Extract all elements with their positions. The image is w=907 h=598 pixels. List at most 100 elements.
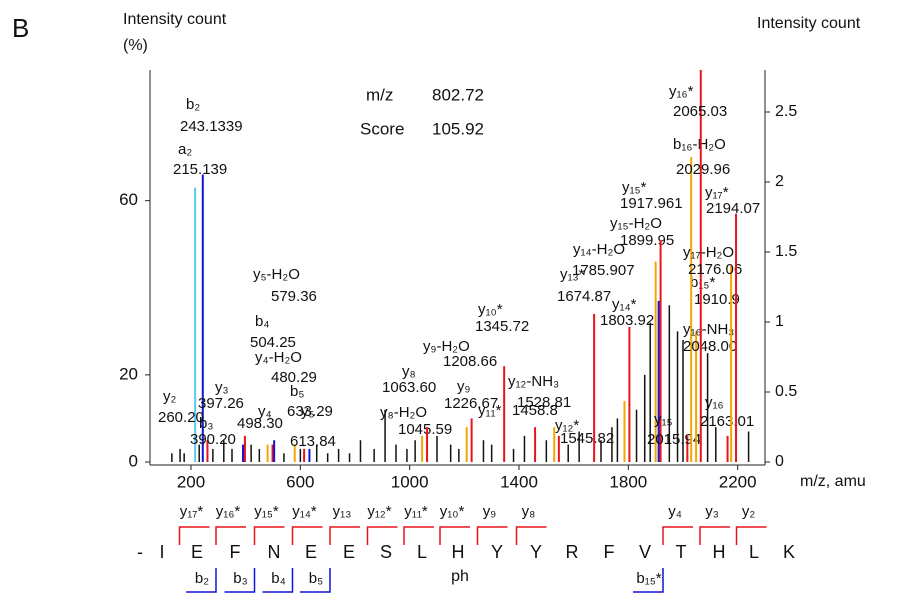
b-fragment: b₁₅* [636, 570, 661, 587]
y-fragment: y₄ [668, 503, 682, 520]
b-fragment: b₂ [195, 570, 209, 587]
peak-ion-label: a₂ [178, 141, 192, 158]
peak-ion-label: y₁₆-NH₃ [683, 321, 734, 338]
peak-ion-label: y₁₄-H₂O [573, 241, 625, 258]
y-fragment: y₁₆* [216, 503, 241, 520]
y-tick-label: 0 [129, 451, 138, 470]
y-bracket [329, 526, 360, 545]
peak-mz-label: 613.84 [290, 433, 336, 450]
peak-mz-label: 397.26 [198, 395, 244, 412]
peak-ion-label: y₁₅-H₂O [610, 215, 662, 232]
residue: E [305, 542, 317, 562]
peak-mz-label: 1899.95 [620, 232, 674, 249]
peak-ion-label: y₉ [457, 378, 471, 395]
x-tick-label: 600 [286, 472, 314, 491]
peak-ion-label: y₁₅ [654, 411, 673, 428]
residue: R [566, 542, 579, 562]
residue: Y [491, 542, 503, 562]
y-bracket [439, 526, 470, 545]
y2-tick-label: 1.5 [775, 243, 797, 260]
y2-tick-label: 0.5 [775, 383, 797, 400]
residue: N [268, 542, 281, 562]
peak-mz-label: 579.36 [271, 288, 317, 305]
y2-tick-label: 2.5 [775, 103, 797, 120]
y-bracket [366, 526, 398, 545]
peak-mz-label: 2015.94 [647, 431, 701, 448]
peak-ion-label: y₁₇-H₂O [683, 244, 734, 261]
peak-mz-label: 1063.60 [382, 379, 436, 396]
y-bracket [403, 526, 434, 545]
peak-mz-label: 215.139 [173, 161, 227, 178]
peak-mz-label: 1917.961 [620, 195, 683, 212]
b-bracket [262, 568, 294, 593]
x-tick-label: 200 [177, 472, 205, 491]
score-label: Score [360, 119, 404, 138]
peak-ion-label: b₂ [186, 96, 200, 113]
peak-ion-label: y₂ [163, 388, 177, 405]
peak-mz-label: 2163.01 [700, 413, 754, 430]
y-bracket [253, 526, 285, 545]
y-bracket [476, 526, 508, 545]
peak-ion-label: y₁₆ [705, 394, 724, 411]
residue: K [783, 542, 795, 562]
y2-tick-label: 1 [775, 313, 784, 330]
peak-ion-label: y₁₂-NH₃ [508, 373, 559, 390]
modification: ph [451, 568, 469, 585]
y-fragment: y₈ [522, 503, 536, 520]
y-fragment: y₁₃ [333, 503, 352, 520]
peak-mz-label: 1345.72 [475, 318, 529, 335]
peak-ion-label: y₈ [402, 363, 416, 380]
peak-mz-label: 260.20 [158, 409, 204, 426]
residue: T [676, 542, 687, 562]
peak-mz-label: 1528.81 [517, 394, 571, 411]
peak-ion-label: y₁₆* [669, 83, 694, 100]
residue: F [604, 542, 615, 562]
residue: V [639, 542, 651, 562]
peak-ion-label: y₃ [215, 379, 229, 396]
y-fragment: y₉ [483, 503, 497, 520]
peak-mz-label: 498.30 [237, 415, 283, 432]
peak-ion-label: b₃ [199, 415, 213, 432]
peak-mz-label: 1785.907 [572, 262, 635, 279]
score-value: 105.92 [432, 119, 484, 138]
y-bracket [735, 526, 767, 545]
peak-mz-label: 2065.03 [673, 103, 727, 120]
residue: L [749, 542, 759, 562]
peak-ion-label: y₅-H₂O [253, 266, 300, 283]
precursor-mz: 802.72 [432, 85, 484, 104]
peak-ion-label: y₁₅* [622, 179, 647, 196]
peak-ion-label: b₄ [255, 313, 269, 330]
x-tick-label: 1800 [609, 472, 647, 491]
y-fragment: y₁₀* [440, 503, 465, 520]
b-bracket [224, 568, 256, 593]
peak-mz-label: 480.29 [271, 369, 317, 386]
peak-ion-label: y₉-H₂O [423, 338, 470, 355]
x-tick-label: 1000 [391, 472, 429, 491]
y-fragment: y₃ [705, 503, 719, 520]
peak-mz-label: 2048.00 [683, 338, 737, 355]
peak-ion-label: y₄-H₂O [255, 349, 302, 366]
peak-ion-label: y₈-H₂O [380, 404, 427, 421]
y-fragment: y₂ [742, 503, 756, 520]
peak-ion-label: y₅ [301, 403, 315, 420]
panel-label: B [12, 13, 29, 43]
precursor-label: m/z [366, 85, 393, 104]
b-fragment: b₄ [271, 570, 285, 587]
peak-mz-label: 243.1339 [180, 118, 243, 135]
peak-mz-label: 1545.82 [560, 430, 614, 447]
peak-ion-label: y₁₂* [555, 417, 579, 434]
peak-mz-label: 1208.66 [443, 353, 497, 370]
peak-ion-label: y₁₄* [612, 296, 637, 313]
peak-mz-label: 1045.59 [398, 421, 452, 438]
y-bracket [662, 526, 693, 545]
peak-ion-label: b₅ [290, 383, 304, 400]
y-bracket [178, 526, 210, 545]
residue: H [713, 542, 726, 562]
y-fragment: y₁₅* [254, 503, 279, 520]
y2-tick-label: 2 [775, 173, 784, 190]
residue: I [159, 542, 164, 562]
residue: - [137, 542, 143, 562]
y-fragment: y₁₂* [367, 503, 391, 520]
peak-ion-label: y₁₁* [478, 402, 502, 419]
peak-mz-label: 1226.67 [444, 395, 498, 412]
